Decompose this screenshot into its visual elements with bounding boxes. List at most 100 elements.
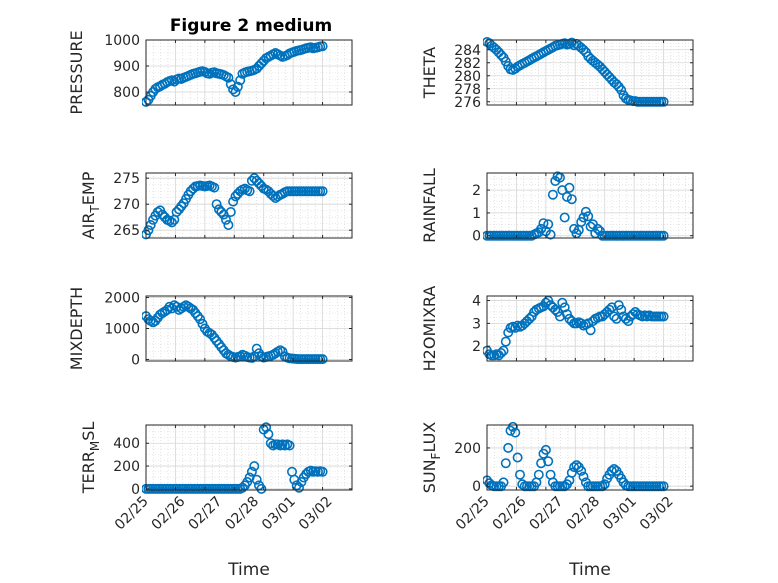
data-point	[658, 311, 669, 322]
data-point	[211, 199, 222, 210]
data-point	[498, 477, 509, 488]
data-series	[483, 37, 669, 107]
y-tick-label: 2	[472, 339, 481, 355]
data-point	[251, 474, 262, 485]
y-axis-label: SUNFLUX	[420, 422, 443, 494]
data-point	[550, 304, 561, 315]
y-tick-label: 200	[113, 459, 140, 475]
data-point	[578, 212, 589, 223]
y-axis-label: TERRMSL	[79, 422, 102, 495]
data-point	[178, 301, 189, 312]
y-tick-label: 282	[454, 56, 481, 72]
data-point	[223, 220, 234, 231]
data-point	[616, 304, 627, 315]
subplot-air-temp: 265 270 275 AIRTEMP	[79, 171, 353, 240]
x-tick-label: 02/26	[490, 493, 530, 533]
data-point	[592, 223, 603, 234]
data-point	[221, 214, 232, 225]
x-tick-label: 03/02	[637, 494, 677, 534]
data-point	[512, 452, 523, 463]
data-point	[609, 311, 620, 322]
x-tick-label: 02/25	[453, 494, 493, 534]
data-point	[235, 75, 246, 86]
data-point	[566, 467, 577, 478]
data-point	[583, 211, 594, 222]
data-point	[261, 422, 272, 433]
data-series	[483, 171, 669, 241]
data-point	[195, 314, 206, 325]
data-point	[164, 215, 175, 226]
y-axis-label: MIXDEPTH	[67, 287, 86, 370]
data-point	[277, 346, 288, 357]
data-point	[317, 466, 328, 477]
data-point	[256, 483, 267, 494]
x-tick-label: 03/01	[600, 494, 640, 534]
y-tick-label: 0	[472, 479, 481, 495]
y-tick-label: 800	[113, 85, 140, 101]
y-tick-label: 3	[472, 316, 481, 332]
data-point	[225, 207, 236, 218]
data-point	[566, 194, 577, 205]
x-axis-label: Time	[568, 560, 611, 580]
x-axis-label: Time	[227, 560, 270, 580]
data-point	[559, 302, 570, 313]
data-point	[620, 313, 631, 324]
data-point	[627, 309, 638, 320]
x-tick-label: 02/27	[185, 494, 225, 534]
data-point	[166, 217, 177, 228]
y-tick-label: 276	[454, 95, 481, 111]
y-tick-label: 280	[454, 69, 481, 85]
data-point	[209, 182, 220, 193]
data-point	[503, 442, 514, 453]
data-point	[658, 96, 669, 107]
y-tick-label: 1000	[104, 33, 140, 49]
data-point	[533, 469, 544, 480]
data-point	[616, 85, 627, 96]
x-tick-label: 02/28	[563, 494, 603, 534]
data-point	[559, 212, 570, 223]
y-tick-label: 270	[113, 197, 140, 213]
data-point	[317, 186, 328, 197]
figure-title: Figure 2 medium	[170, 16, 332, 36]
data-point	[514, 469, 525, 480]
axes-box	[486, 424, 694, 491]
axes-box	[486, 172, 694, 239]
x-tick-label: 02/27	[526, 494, 566, 534]
data-point	[228, 196, 239, 207]
data-point	[545, 229, 556, 240]
data-point	[536, 458, 547, 469]
y-tick-label: 1000	[104, 322, 140, 338]
axes-box	[145, 172, 353, 239]
y-axis-label: AIRTEMP	[79, 171, 102, 239]
data-point	[232, 81, 243, 92]
data-point	[317, 354, 328, 365]
subplot-pressure: 800 900 1000 PRESSURE	[67, 30, 353, 115]
data-point	[543, 219, 554, 230]
x-tick-label: 03/01	[259, 494, 299, 534]
data-point	[576, 465, 587, 476]
data-point	[578, 44, 589, 55]
y-tick-label: 2000	[104, 291, 140, 307]
data-point	[284, 440, 295, 451]
data-series	[483, 421, 669, 492]
data-point	[143, 225, 154, 236]
data-point	[164, 301, 175, 312]
y-tick-label: 400	[113, 436, 140, 452]
data-point	[540, 444, 551, 455]
data-point	[517, 479, 528, 490]
data-point	[496, 49, 507, 60]
subplot-rainfall: 0 1 2 RAINFALL	[420, 168, 694, 245]
y-tick-label: 265	[113, 223, 140, 239]
data-series	[483, 295, 669, 361]
data-point	[496, 347, 507, 358]
y-tick-label: 0	[131, 482, 140, 498]
data-point	[543, 456, 554, 467]
x-tick-label: 03/02	[296, 494, 336, 534]
subplot-mixdepth: 0 1000 2000 MIXDEPTH	[67, 287, 353, 370]
data-point	[524, 313, 535, 324]
data-point	[500, 458, 511, 469]
y-axis-label: THETA	[420, 47, 439, 99]
